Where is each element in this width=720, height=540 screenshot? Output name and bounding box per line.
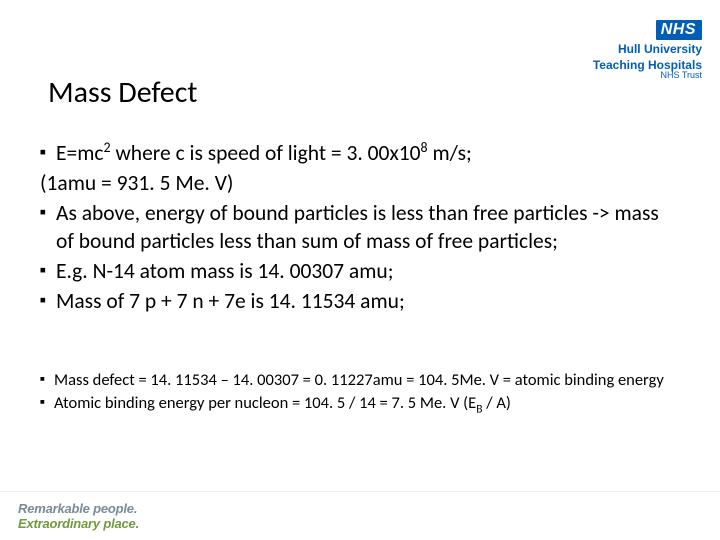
slide-title: Mass Defect: [48, 74, 197, 111]
bullet-text: As above, energy of bound particles is l…: [56, 200, 680, 256]
bullet-text: E=mc2 where c is speed of light = 3. 00x…: [56, 140, 472, 168]
bullet-text: Mass defect = 14. 11534 – 14. 00307 = 0.…: [54, 370, 664, 391]
slide: NHS Hull University Teaching Hospitals N…: [0, 0, 720, 540]
nhs-trust-logo: NHS Hull University Teaching Hospitals N…: [593, 20, 702, 81]
secondary-bullet-list: ▪Mass defect = 14. 11534 – 14. 00307 = 0…: [40, 370, 680, 417]
bullet-marker: ▪: [40, 370, 54, 391]
bullet-item: ▪As above, energy of bound particles is …: [40, 200, 680, 256]
bullet-text: (1amu = 931. 5 Me. V): [40, 170, 233, 198]
bullet-item: ▪E.g. N-14 atom mass is 14. 00307 amu;: [40, 258, 680, 286]
trust-name-line3: NHS Trust: [593, 71, 702, 80]
bullet-item: ▪Mass defect = 14. 11534 – 14. 00307 = 0…: [40, 370, 680, 391]
main-bullet-list: ▪E=mc2 where c is speed of light = 3. 00…: [40, 140, 680, 318]
footer-tagline-2: Extraordinary place.: [18, 516, 139, 531]
bullet-text: E.g. N-14 atom mass is 14. 00307 amu;: [56, 258, 393, 286]
nhs-badge: NHS: [656, 20, 702, 40]
bullet-marker: ▪: [40, 200, 56, 256]
bullet-text: Atomic binding energy per nucleon = 104.…: [54, 393, 511, 414]
bullet-item: ▪Atomic binding energy per nucleon = 104…: [40, 393, 680, 414]
bullet-marker: ▪: [40, 393, 54, 414]
trust-name-line1: Hull University: [593, 43, 702, 56]
bullet-item: ▪Mass of 7 p + 7 n + 7e is 14. 11534 amu…: [40, 288, 680, 316]
bullet-marker: ▪: [40, 140, 56, 168]
bullet-marker: ▪: [40, 288, 56, 316]
footer: Remarkable people. Extraordinary place.: [0, 492, 720, 540]
footer-tagline-1: Remarkable people.: [18, 501, 139, 516]
bullet-text: Mass of 7 p + 7 n + 7e is 14. 11534 amu;: [56, 288, 405, 316]
bullet-marker: ▪: [40, 258, 56, 286]
bullet-item: ▪E=mc2 where c is speed of light = 3. 00…: [40, 140, 680, 168]
bullet-item: (1amu = 931. 5 Me. V): [40, 170, 680, 198]
